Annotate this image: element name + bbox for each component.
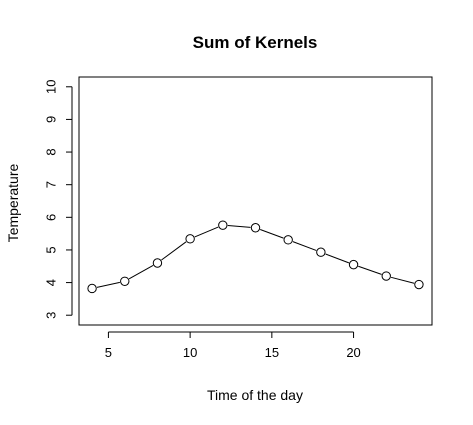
series-segment <box>161 241 187 261</box>
data-point <box>381 271 391 281</box>
x-axis-label: Time of the day <box>207 387 303 403</box>
series-segment <box>358 265 382 275</box>
y-axis-label: Temperature <box>5 163 21 242</box>
data-point <box>185 234 195 244</box>
data-point <box>218 220 228 230</box>
x-axis: 5 10 15 20 <box>105 331 361 360</box>
chart-title: Sum of Kernels <box>193 33 318 52</box>
x-tick-label: 5 <box>105 345 112 360</box>
data-point <box>120 276 130 286</box>
series-segment <box>96 281 120 288</box>
y-tick-label: 5 <box>44 246 59 253</box>
y-tick-label: 7 <box>44 181 59 188</box>
data-point <box>152 258 163 268</box>
series-segment <box>390 276 415 284</box>
data-point <box>348 259 359 270</box>
plot-frame <box>78 76 433 326</box>
y-tick-label: 3 <box>44 312 59 319</box>
y-tick-label: 8 <box>44 148 59 155</box>
series-segment <box>292 241 317 251</box>
series-segment <box>194 226 219 238</box>
x-tick-label: 10 <box>183 345 197 360</box>
x-tick-label: 15 <box>265 345 279 360</box>
y-tick-label: 6 <box>44 214 59 221</box>
series-segment <box>325 253 350 264</box>
data-point <box>316 247 326 257</box>
data-point <box>87 283 97 294</box>
y-tick-label: 9 <box>44 116 59 123</box>
x-tick-label: 20 <box>346 345 360 360</box>
series-segment <box>128 265 154 280</box>
series-segment <box>260 229 284 239</box>
y-tick-label: 10 <box>44 80 59 94</box>
y-tick-label: 4 <box>44 279 59 286</box>
data-point <box>283 235 293 245</box>
data-point <box>250 223 261 233</box>
y-axis: 3 4 5 6 7 8 9 10 <box>44 80 73 319</box>
data-point <box>414 279 424 290</box>
series-temperature <box>87 220 424 294</box>
series-segment <box>227 225 251 228</box>
